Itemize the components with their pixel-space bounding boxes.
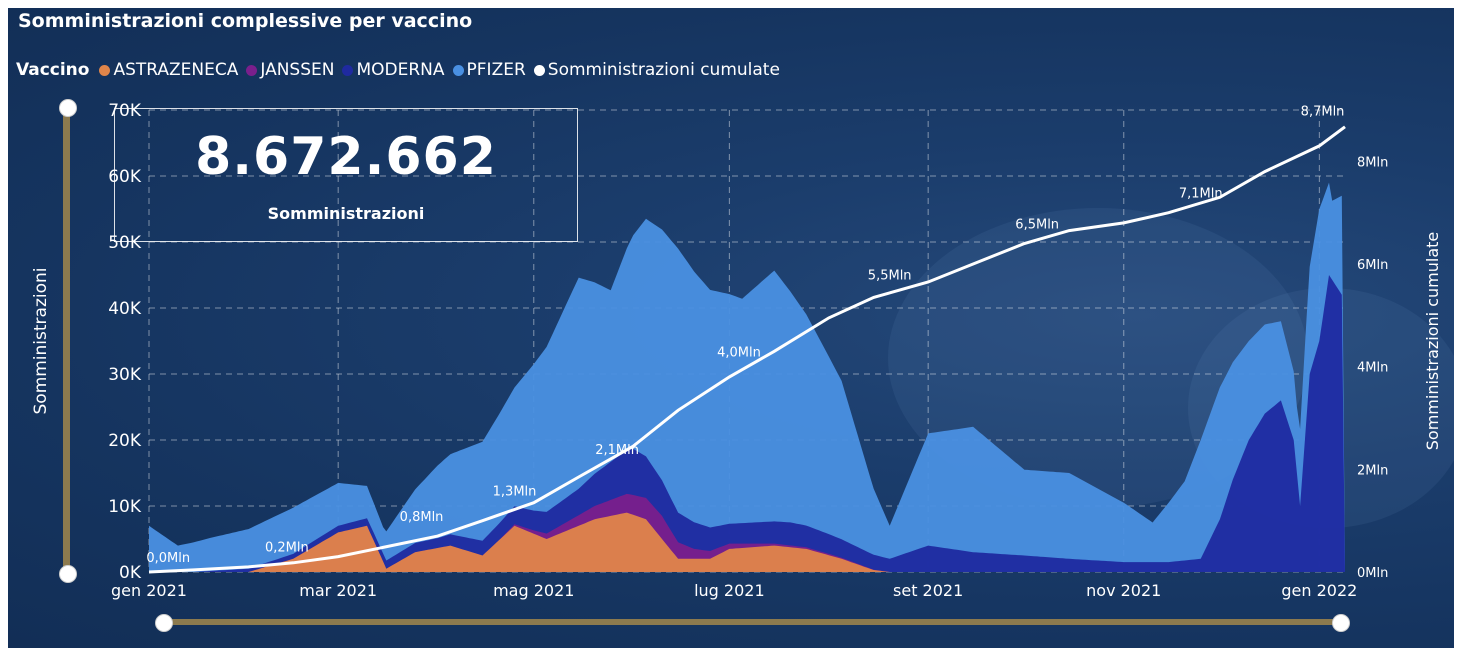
chart-title: Somministrazioni complessive per vaccino [18,10,473,32]
y-tick-label: 50K [108,233,142,253]
series-area-pfizer [149,182,1345,572]
x-axis-slider[interactable] [163,619,1339,625]
x-tick-label: set 2021 [893,581,963,600]
series-area-moderna [149,275,1345,572]
x-tick-label: mag 2021 [493,581,574,600]
x-slider-left-handle[interactable] [155,614,173,632]
y-tick-label: 70K [108,101,142,121]
y-tick-label: 20K [108,431,142,451]
x-tick-label: lug 2021 [694,581,765,600]
cumulative-data-label: 5,5Mln [868,269,912,284]
kpi-value: 8.672.662 [195,127,497,187]
cumulative-data-label: 7,1Mln [1179,187,1223,202]
y2-tick-label: 8Mln [1357,155,1388,170]
y2-axis-title: Somministrazioni cumulate [1423,232,1442,450]
y-tick-label: 40K [108,299,142,319]
y2-tick-label: 0Mln [1357,566,1388,581]
y-axis-slider[interactable] [63,106,70,572]
legend-label: JANSSEN [260,60,335,80]
legend-dot-icon [246,64,258,76]
legend-dot-icon [533,64,545,76]
legend-dot-icon [342,64,354,76]
x-tick-label: mar 2021 [299,581,377,600]
y-axis-title: Somministrazioni [31,267,51,414]
kpi-card: 8.672.662 Somministrazioni [114,108,578,242]
cumulative-data-label: 6,5Mln [1015,217,1059,232]
series-area-astrazeneca [149,512,1345,572]
y2-tick-label: 2Mln [1357,463,1388,478]
x-tick-label: gen 2022 [1281,581,1357,600]
vaccine-chart: 0K 10K 20K 30K 40K 50K 60K 70K gen 2021 mar 2021 m… [31,101,1442,600]
y2-tick-label: 4Mln [1357,361,1388,376]
y2-tick-label: 6Mln [1357,258,1388,273]
legend-item-astrazeneca[interactable]: ASTRAZENECA [99,60,238,80]
x-tick-label: nov 2021 [1086,581,1161,600]
legend-item-moderna[interactable]: MODERNA [342,60,445,80]
cumulative-data-label: 1,3Mln [493,484,537,499]
legend-item-pfizer[interactable]: PFIZER [452,60,526,80]
y-tick-label: 10K [108,497,142,517]
y-tick-label: 0K [119,563,142,583]
y-tick-label: 60K [108,167,142,187]
y-slider-bottom-handle[interactable] [59,565,77,583]
legend-title: Vaccino [16,60,90,80]
chart-panel: Somministrazioni complessive per vaccino… [8,8,1454,648]
legend-dot-icon [99,64,111,76]
legend-dot-icon [452,64,464,76]
legend: Vaccino ASTRAZENECA JANSSEN MODERNA PFIZ… [16,60,788,80]
legend-label: PFIZER [466,60,526,80]
legend-item-janssen[interactable]: JANSSEN [246,60,334,80]
y-slider-top-handle[interactable] [59,99,77,117]
legend-label: MODERNA [356,60,445,80]
cumulative-data-label: 8,7Mln [1301,104,1345,119]
y-tick-label: 30K [108,365,142,385]
cumulative-data-label: 2,1Mln [595,443,639,458]
kpi-label: Somministrazioni [267,204,425,223]
cumulative-data-label: 4,0Mln [717,346,761,361]
cumulative-data-label: 0,0Mln [146,551,190,566]
cumulative-data-label: 0,2Mln [265,541,309,556]
legend-label: ASTRAZENECA [113,60,239,80]
x-slider-right-handle[interactable] [1332,614,1350,632]
legend-label: Somministrazioni cumulate [547,60,780,80]
legend-item-cumulate[interactable]: Somministrazioni cumulate [533,60,780,80]
cumulative-data-label: 0,8Mln [400,510,444,525]
x-tick-label: gen 2021 [111,581,187,600]
cumulative-line [148,125,1346,574]
